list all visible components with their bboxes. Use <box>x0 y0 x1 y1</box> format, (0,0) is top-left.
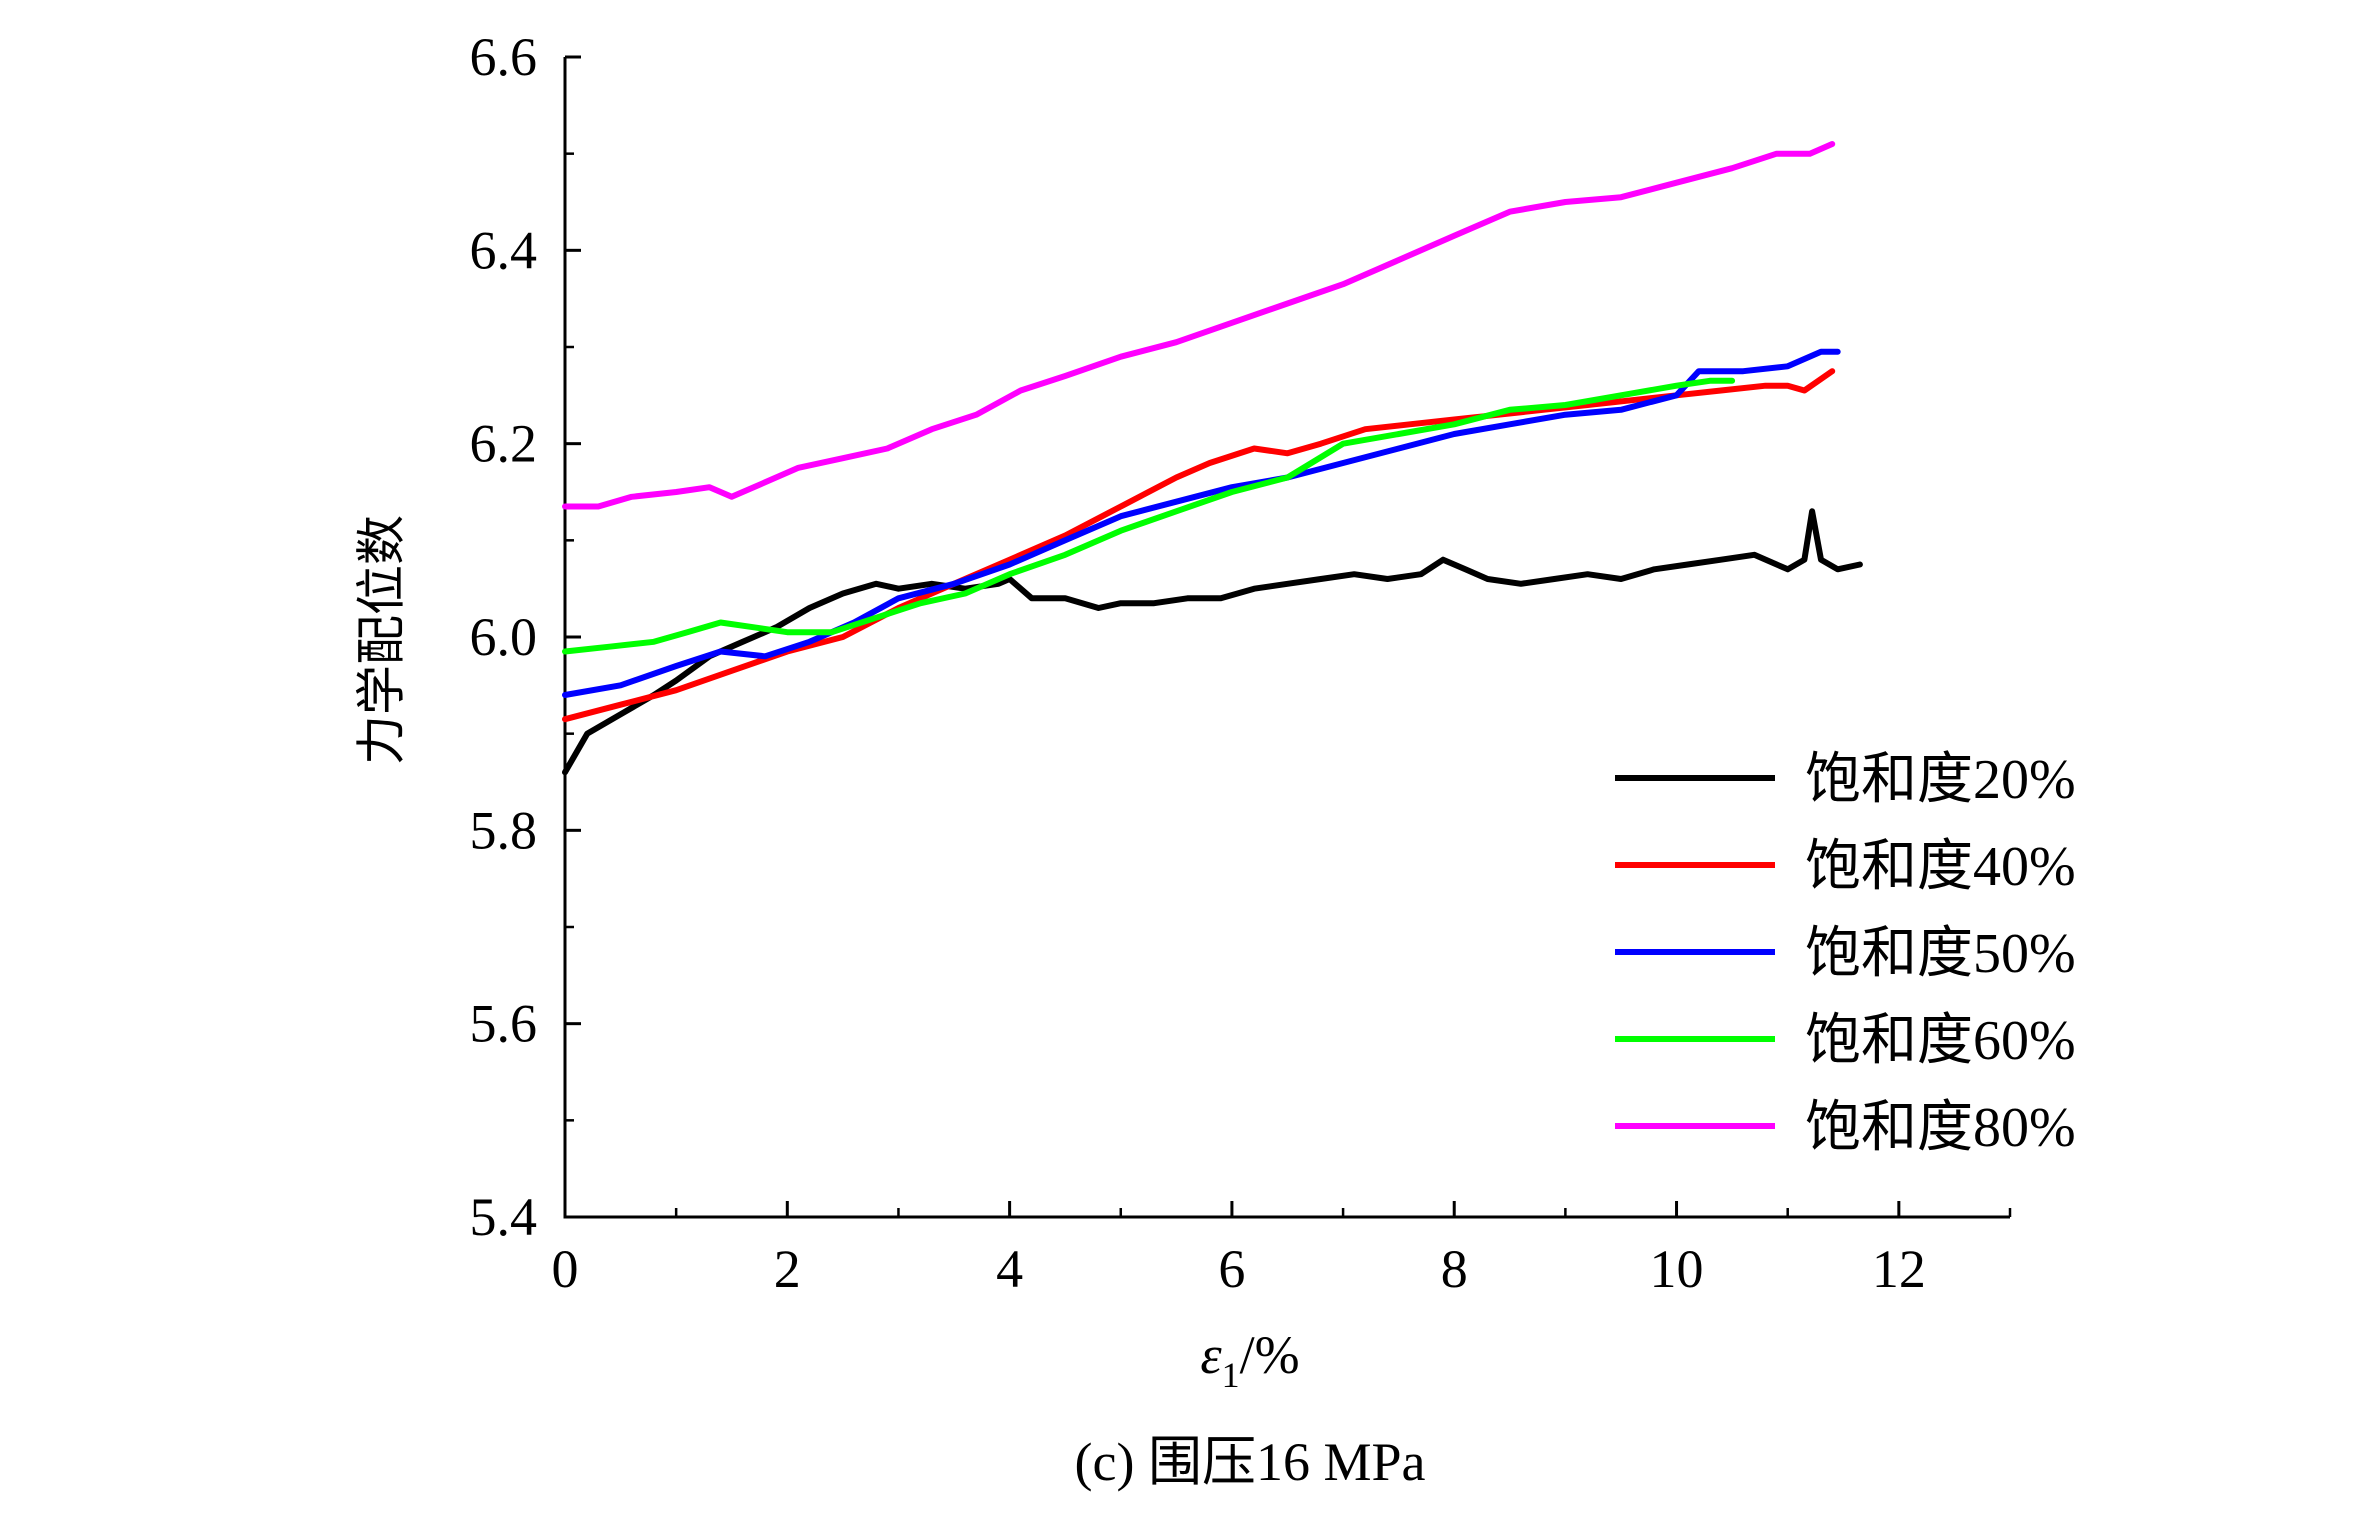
legend-label: 饱和度60% <box>1805 1010 2076 1072</box>
series-line-4 <box>562 377 1736 655</box>
x-tick-label: 2 <box>774 1239 801 1299</box>
series-lines <box>562 141 1863 776</box>
series-line-3 <box>562 348 1841 698</box>
x-axis-label: ε1/% <box>1200 1325 1299 1395</box>
x-axis-label-symbol: ε <box>1200 1325 1222 1385</box>
legend-label: 饱和度80% <box>1805 1097 2076 1159</box>
legend-label: 饱和度40% <box>1805 836 2076 898</box>
figure-caption: (c) 围压16 MPa <box>1075 1432 1426 1492</box>
x-tick-label: 0 <box>552 1239 579 1299</box>
y-axis-label: 力学配位数 <box>353 515 411 765</box>
x-axis-label-subscript: 1 <box>1222 1355 1240 1395</box>
x-tick-label: 6 <box>1218 1239 1245 1299</box>
y-tick-label: 5.4 <box>470 1187 538 1247</box>
y-tick-label: 6.4 <box>470 220 538 280</box>
y-tick-label: 5.8 <box>470 800 538 860</box>
legend-label: 饱和度50% <box>1805 923 2076 985</box>
y-tick-label: 6.6 <box>470 27 538 87</box>
x-tick-label: 8 <box>1441 1239 1468 1299</box>
y-tick-label: 5.6 <box>470 994 538 1054</box>
series-line-1 <box>562 508 1863 776</box>
legend-label: 饱和度20% <box>1805 749 2076 811</box>
series-line-5 <box>562 141 1836 510</box>
y-tick-label: 6.0 <box>470 607 538 667</box>
series-line-2 <box>562 368 1836 723</box>
axes: 0 2 4 6 8 10 12 5.4 5.6 5.8 6.0 6.2 6.4 6.6 <box>470 27 2012 1299</box>
x-tick-label: 12 <box>1872 1239 1926 1299</box>
x-tick-label: 10 <box>1650 1239 1704 1299</box>
x-tick-label: 4 <box>996 1239 1023 1299</box>
x-axis-label-unit: /% <box>1240 1325 1300 1385</box>
legend: 饱和度20% 饱和度40% 饱和度50% 饱和度60% 饱和度80% <box>1615 749 2076 1159</box>
y-tick-label: 6.2 <box>470 414 538 474</box>
